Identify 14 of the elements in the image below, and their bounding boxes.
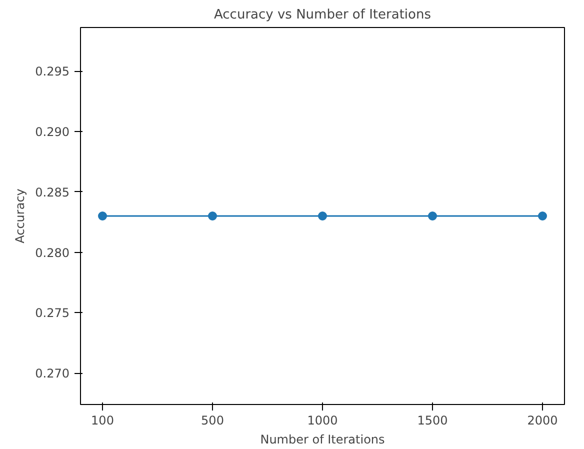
y-tick-label: 0.270 — [35, 366, 70, 381]
y-tick-label: 0.285 — [35, 185, 70, 200]
y-tick-label: 0.275 — [35, 306, 70, 320]
y-axis-title: Accuracy — [13, 188, 28, 244]
x-tick-label: 100 — [91, 414, 114, 428]
y-tick-label: 0.295 — [35, 64, 70, 78]
x-tick-label: 1000 — [307, 414, 338, 428]
y-tick-label: 0.290 — [35, 124, 70, 139]
chart-title: Accuracy vs Number of Iterations — [214, 8, 432, 22]
x-tick-label: 1500 — [417, 414, 448, 428]
y-tick-label: 0.280 — [35, 246, 70, 260]
x-tick-label: 500 — [201, 414, 224, 428]
x-tick-label: 2000 — [527, 414, 558, 428]
x-axis-title: Number of Iterations — [260, 432, 385, 446]
